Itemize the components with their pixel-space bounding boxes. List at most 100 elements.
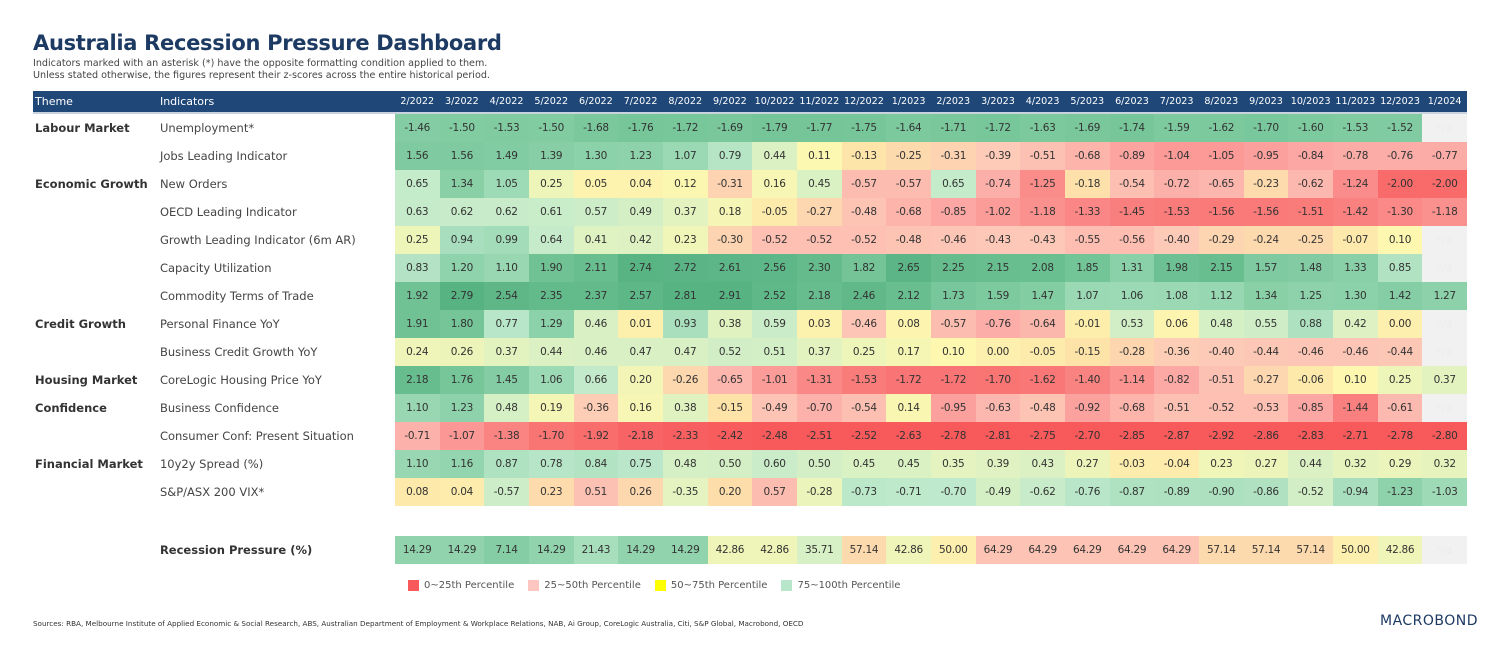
heatmap-cell: -2.78 — [1377, 422, 1423, 450]
subtitle-line: Unless stated otherwise, the figures rep… — [33, 70, 490, 81]
heatmap-cell: 2.25 — [930, 254, 976, 282]
heatmap-cell: -2.78 — [930, 422, 976, 450]
heatmap-cell: -2.00 — [1377, 170, 1423, 198]
heatmap-cell: -0.87 — [1109, 478, 1155, 506]
heatmap-cell: -0.95 — [1243, 142, 1289, 170]
heatmap-cell: 1.05 — [484, 170, 529, 198]
heatmap-cell: 0.04 — [618, 170, 663, 198]
heatmap-cell: 0.14 — [886, 394, 931, 422]
heatmap-cell: 0.65 — [394, 170, 440, 198]
heatmap-cell: -0.15 — [707, 394, 753, 422]
heatmap-cell: 0.45 — [796, 170, 842, 198]
heatmap-cell: -0.65 — [1198, 170, 1244, 198]
table-row: Labour Market Unemployment* -1.46 -1.50 -1.5… — [33, 114, 1467, 142]
recession-pressure-label: Recession Pressure (%) — [159, 543, 313, 557]
heatmap-cell: -0.76 — [975, 310, 1021, 338]
column-header: 7/2022 — [623, 96, 658, 107]
heatmap-cell: 0.48 — [484, 394, 529, 422]
heatmap-cell: -1.51 — [1288, 198, 1333, 226]
heatmap-cell: -2.52 — [841, 422, 887, 450]
heatmap-cell: -0.68 — [886, 198, 931, 226]
theme-label: Housing Market — [35, 373, 138, 387]
heatmap-cell: 35.71 — [796, 536, 842, 564]
heatmap-cell: 1.31 — [1109, 254, 1155, 282]
heatmap-cell: -0.72 — [1154, 170, 1199, 198]
heatmap-cell: -1.46 — [394, 114, 440, 142]
heatmap-cell: -2.85 — [1109, 422, 1155, 450]
heatmap-cell: 0.50 — [707, 450, 753, 478]
heatmap-cell: -0.76 — [1377, 142, 1423, 170]
legend-label: 50~75th Percentile — [670, 580, 768, 591]
heatmap-cell: 1.98 — [1154, 254, 1199, 282]
heatmap-cell: 2.18 — [796, 282, 842, 310]
heatmap-cell: 1.33 — [1332, 254, 1378, 282]
heatmap-cell: 0.29 — [1377, 450, 1423, 478]
heatmap-cell: 1.90 — [528, 254, 574, 282]
heatmap-cell: 2.52 — [752, 282, 797, 310]
table-row: Capacity Utilization 0.83 1.20 1.10 1.90 2.11… — [33, 254, 1467, 282]
macrobond-logo: MACROBOND — [1380, 613, 1479, 629]
heatmap-cell: -0.64 — [1020, 310, 1065, 338]
indicator-label: New Orders — [159, 177, 228, 191]
indicator-label: Capacity Utilization — [159, 261, 272, 275]
heatmap-cell: -1.77 — [796, 114, 842, 142]
heatmap-cell: 0.39 — [975, 450, 1021, 478]
heatmap-cell: 0.44 — [528, 338, 574, 366]
heatmap-cell: -2.86 — [1243, 422, 1289, 450]
heatmap-cell: 1.45 — [484, 366, 529, 394]
heatmap-cell: 0.50 — [796, 450, 842, 478]
heatmap-cell: 0.66 — [573, 366, 619, 394]
column-header: 12/2022 — [844, 96, 884, 107]
column-header: 3/2023 — [981, 96, 1015, 107]
heatmap-cell: 0.77 — [484, 310, 529, 338]
heatmap-cell: -1.18 — [1422, 198, 1467, 226]
heatmap-cell: 0.41 — [573, 226, 619, 254]
heatmap-cell: -0.07 — [1332, 226, 1378, 254]
heatmap-cell: -0.05 — [752, 198, 797, 226]
heatmap-cell: -1.72 — [930, 366, 976, 394]
heatmap-cell: -0.54 — [841, 394, 887, 422]
heatmap-cell: 2.57 — [618, 282, 663, 310]
heatmap-cell: -2.42 — [707, 422, 753, 450]
heatmap-cell: -1.69 — [707, 114, 753, 142]
heatmap-cell: 42.86 — [1377, 536, 1423, 564]
heatmap-cell: -1.40 — [1064, 366, 1110, 394]
column-header: 10/2022 — [754, 96, 795, 107]
heatmap-cell: 2.65 — [886, 254, 931, 282]
heatmap-cell: -0.57 — [930, 310, 976, 338]
theme-label: Economic Growth — [35, 177, 148, 191]
heatmap-cell: 0.94 — [439, 226, 485, 254]
heatmap-cell: -0.46 — [1288, 338, 1333, 366]
heatmap-cell: 1.23 — [439, 394, 485, 422]
heatmap-cell: -0.52 — [752, 226, 797, 254]
heatmap-cell: 1.10 — [394, 394, 440, 422]
heatmap-cell: 0.59 — [752, 310, 797, 338]
heatmap-cell: -1.72 — [975, 114, 1021, 142]
heatmap-cell: 0.11 — [796, 142, 842, 170]
heatmap-cell: 1.30 — [573, 142, 619, 170]
heatmap-cell: 0.12 — [662, 170, 708, 198]
heatmap-cell: 2.30 — [796, 254, 842, 282]
heatmap-cell: 0.49 — [618, 198, 663, 226]
heatmap-cell: 0.51 — [752, 338, 797, 366]
indicator-label: Jobs Leading Indicator — [159, 149, 288, 163]
heatmap-cell: -0.61 — [1377, 394, 1423, 422]
heatmap-cell: 0.25 — [841, 338, 887, 366]
legend: 0~25th Percentile 25~50th Percentile 50~75… — [408, 580, 900, 591]
heatmap-cell: -1.23 — [1377, 478, 1423, 506]
heatmap-cell: 0.37 — [1422, 366, 1467, 394]
heatmap-cell: 2.18 — [394, 366, 440, 394]
heatmap-cell: -1.53 — [484, 114, 529, 142]
table-row: Economic Growth New Orders 0.65 1.34 1.05 0.2… — [33, 170, 1467, 198]
heatmap-cell: -0.62 — [1288, 170, 1333, 198]
column-header: 2/2023 — [936, 96, 971, 107]
header-indicators: Indicators — [159, 95, 215, 108]
heatmap-cell: -0.48 — [886, 226, 931, 254]
heatmap-cell-missing: n/a — [1422, 254, 1467, 282]
heatmap-cell: 0.06 — [1154, 310, 1199, 338]
heatmap-cell: 0.26 — [439, 338, 485, 366]
table-row: Commodity Terms of Trade 1.92 2.79 2.54 2.35… — [33, 282, 1467, 310]
heatmap-cell: -1.75 — [841, 114, 887, 142]
heatmap-cell: -1.18 — [1020, 198, 1065, 226]
heatmap-cell: -0.53 — [1243, 394, 1289, 422]
